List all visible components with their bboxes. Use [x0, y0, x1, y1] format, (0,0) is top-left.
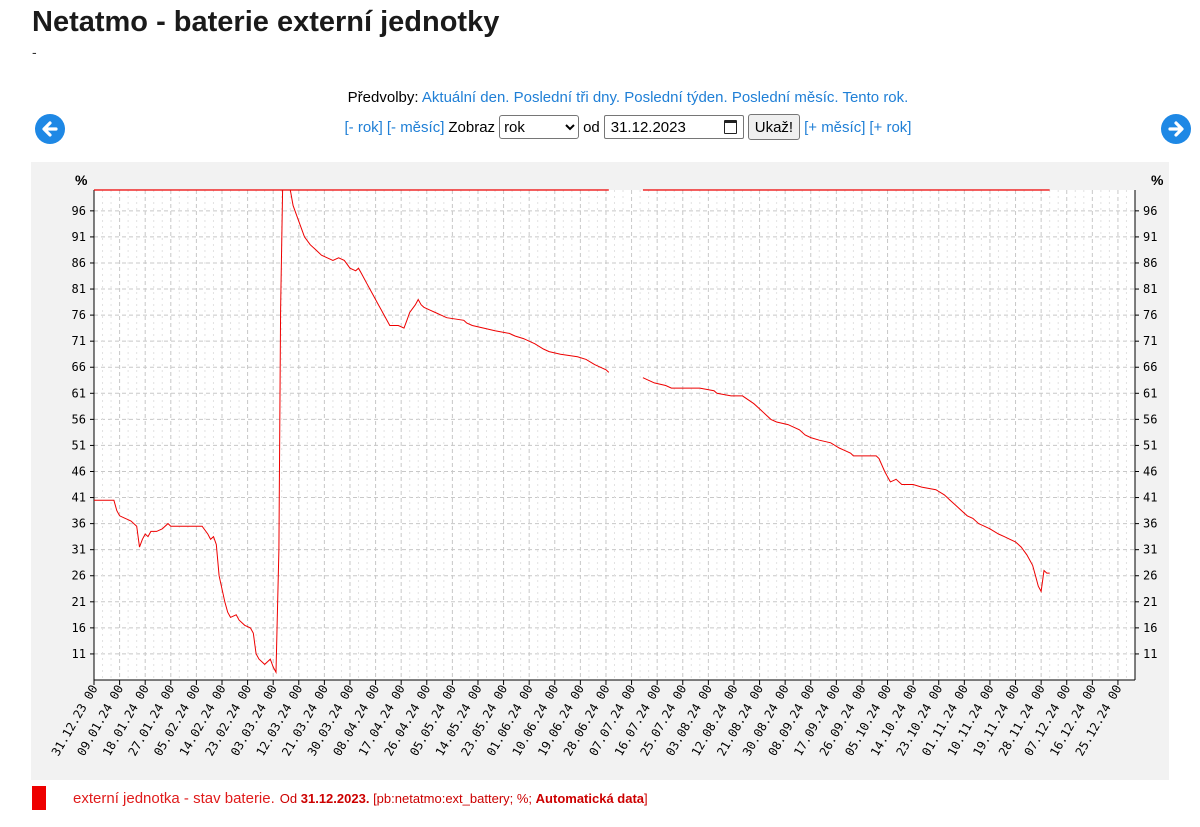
from-label: od — [583, 118, 600, 136]
next-period-button[interactable] — [1161, 114, 1191, 144]
preset-last-week[interactable]: Poslední týden. — [624, 89, 728, 106]
y-tick-label: 71 — [72, 334, 86, 348]
legend: externí jednotka - stav baterie. Od 31.1… — [32, 786, 648, 810]
y-tick-label-right: 66 — [1143, 360, 1157, 374]
y-tick-label: 41 — [72, 491, 86, 505]
y-tick-label: 86 — [72, 256, 86, 270]
y-tick-label-right: 96 — [1143, 204, 1157, 218]
calendar-icon[interactable] — [723, 120, 737, 134]
legend-source: [pb:netatmo:ext_battery; %; — [373, 790, 533, 806]
show-button[interactable]: Ukaž! — [747, 114, 801, 140]
page-title: Netatmo - baterie externí jednotky — [32, 6, 500, 38]
page-subtitle: - — [32, 44, 37, 60]
preset-last-month[interactable]: Poslední měsíc. — [731, 89, 839, 106]
y-tick-label-right: 91 — [1143, 230, 1157, 244]
y-tick-label: 61 — [72, 386, 86, 400]
y-tick-label: 66 — [72, 360, 86, 374]
y-tick-label: 31 — [72, 543, 86, 557]
date-value: 31.12.2023 — [610, 118, 686, 136]
legend-from-text: Od — [279, 790, 298, 806]
presets-bar: Předvolby: Aktuální den. Poslední tři dn… — [0, 89, 1200, 106]
y-tick-label-right: 76 — [1143, 308, 1157, 322]
y-tick-label: 26 — [72, 569, 86, 583]
y-tick-label: 21 — [72, 595, 86, 609]
legend-meta: Od 31.12.2023. [pb:netatmo:ext_battery; … — [280, 791, 648, 806]
y-tick-label-right: 61 — [1143, 386, 1157, 400]
y-tick-label: 16 — [72, 621, 86, 635]
y-tick-label-right: 56 — [1143, 412, 1157, 426]
y-tick-label: 51 — [72, 438, 86, 452]
y-axis-label-right: % — [1151, 172, 1164, 188]
y-tick-label-right: 46 — [1143, 464, 1157, 478]
period-select[interactable]: rok — [499, 115, 580, 139]
preset-current-day[interactable]: Aktuální den. — [421, 89, 510, 106]
y-tick-label: 11 — [72, 647, 86, 661]
y-tick-label: 81 — [72, 282, 86, 296]
legend-auto: Automatická data — [535, 790, 645, 806]
preset-this-year[interactable]: Tento rok. — [842, 89, 909, 106]
y-tick-label-right: 51 — [1143, 438, 1157, 452]
y-tick-label-right: 81 — [1143, 282, 1157, 296]
y-tick-label: 96 — [72, 204, 86, 218]
series-line — [642, 377, 1050, 593]
legend-swatch — [32, 786, 46, 810]
presets-label: Předvolby: — [347, 89, 419, 106]
series-line — [94, 189, 610, 675]
y-tick-label-right: 21 — [1143, 595, 1157, 609]
prev-period-button[interactable] — [35, 114, 65, 144]
battery-chart: 11 11 16 16 21 21 26 26 31 31 36 36 41 41 46 46 51 51 56 56… — [31, 162, 1169, 780]
y-tick-label-right: 71 — [1143, 334, 1157, 348]
y-tick-label-right: 86 — [1143, 256, 1157, 270]
y-tick-label: 56 — [72, 412, 86, 426]
legend-close: ] — [644, 790, 648, 806]
plus-month-link[interactable]: [+ měsíc] — [804, 118, 866, 136]
show-label: Zobraz — [448, 118, 496, 136]
y-tick-label: 46 — [72, 464, 86, 478]
y-tick-label-right: 11 — [1143, 647, 1157, 661]
y-tick-label: 76 — [72, 308, 86, 322]
minus-month-link[interactable]: [- měsíc] — [386, 118, 445, 136]
minus-year-link[interactable]: [- rok] — [344, 118, 383, 136]
arrow-left-icon — [42, 121, 58, 137]
date-input[interactable]: 31.12.2023 — [603, 115, 744, 139]
y-tick-label: 36 — [72, 517, 86, 531]
y-tick-label: 91 — [72, 230, 86, 244]
plus-year-link[interactable]: [+ rok] — [869, 118, 912, 136]
y-tick-label-right: 31 — [1143, 543, 1157, 557]
legend-from-date: 31.12.2023. — [300, 790, 370, 806]
arrow-right-icon — [1168, 121, 1184, 137]
y-tick-label-right: 26 — [1143, 569, 1157, 583]
y-tick-label-right: 16 — [1143, 621, 1157, 635]
legend-label: externí jednotka - stav baterie. — [73, 789, 275, 807]
y-axis-label: % — [75, 172, 88, 188]
y-tick-label-right: 36 — [1143, 517, 1157, 531]
y-tick-label-right: 41 — [1143, 491, 1157, 505]
period-controls: [- rok] [- měsíc] Zobraz rok od 31.12.20… — [0, 114, 1200, 140]
preset-last-three-days[interactable]: Poslední tři dny. — [513, 89, 621, 106]
